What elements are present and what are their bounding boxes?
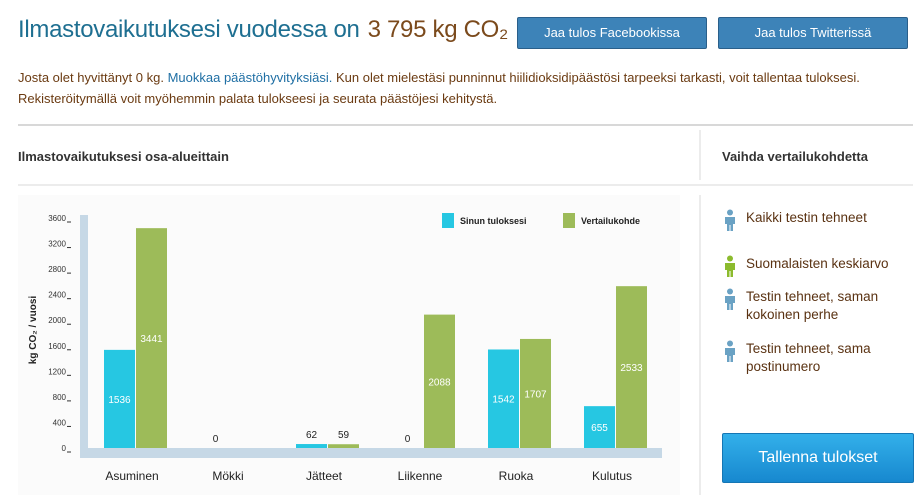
x-tick-label: Mökki [212,469,243,483]
y-tick-label: 400 [53,418,67,427]
comparison-label: Testin tehneet, sama postinumero [746,341,871,374]
y-tick-label: 800 [53,393,67,402]
y-tick-label: 1600 [48,342,66,351]
person-icon [725,288,735,310]
value-label: 62 [306,430,318,441]
intro: Josta olet hyvittänyt 0 kg. Muokkaa pääs… [18,67,898,109]
facebook-button[interactable]: Jaa tulos Facebookissa [517,17,707,49]
x-axis [80,448,662,458]
comparison-label: Testin tehneet, saman kokoinen perhe [746,289,879,322]
person-icon [725,340,735,362]
bar [488,349,519,448]
y-axis-label: kg CO₂ / vuosi [28,296,39,365]
value-label: 2088 [428,377,451,388]
y-tick-label: 2000 [48,316,66,325]
y-tick-label: 3200 [48,240,66,249]
comparison-option[interactable]: Suomalaisten keskiarvo [722,255,912,277]
bar [424,314,455,448]
y-tick-label: 2800 [48,265,66,274]
value-label: 655 [591,423,608,434]
comparison-option[interactable]: Kaikki testin tehneet [722,209,912,231]
value-label: 59 [338,430,350,441]
result: 3 795 kg CO₂ [367,16,509,43]
bar [328,444,359,448]
y-tick-label: 0 [62,444,67,453]
legend-swatch [563,213,575,228]
edit-link[interactable]: Muokkaa päästöhyvityksiäsi. [167,70,333,85]
bar [520,338,551,448]
title-text: Ilmastovaikutuksesi vuodessa on [18,16,360,43]
x-tick-label: Asuminen [105,469,158,483]
section-title: Ilmastovaikutuksesi osa-alueittain [18,149,229,164]
bar [296,444,327,448]
bar [584,406,615,448]
person-icon [725,255,735,277]
icon-head [727,288,733,295]
save-button[interactable]: Tallenna tulokset [722,433,914,483]
y-tick-label: 2400 [48,291,66,300]
comparison-label: Suomalaisten keskiarvo [746,256,889,271]
x-tick-label: Kulutus [592,469,632,483]
y-tick-label: 1200 [48,367,66,376]
y-tick-label: 3600 [48,214,66,223]
icon-head [727,340,733,347]
value-label: 1536 [108,395,131,406]
icon-body [725,296,735,310]
icon-body [725,263,735,277]
value-label: 0 [405,434,411,445]
icon-body [725,217,735,231]
legend-label: Sinun tuloksesi [460,216,527,226]
bar [616,286,647,448]
intro-text: Josta olet hyvittänyt 0 kg. [18,70,164,85]
value-label: 2533 [620,363,643,374]
x-tick-label: Ruoka [499,469,534,483]
intro-text: Kun olet mielestäsi punninnut hiilidioks… [18,70,860,106]
value-label: 3441 [140,334,163,345]
x-tick-label: Liikenne [398,469,443,483]
icon-body [725,348,735,362]
title: Ilmastovaikutuksesi vuodessa on 3 795 kg … [18,16,508,44]
legend-swatch [442,213,454,228]
comparison-option[interactable]: Testin tehneet, saman kokoinen perhe [722,288,912,324]
icon-head [727,209,733,216]
icon-head [727,255,733,262]
twitter-button[interactable]: Jaa tulos Twitterissä [718,17,908,49]
comparison-option[interactable]: Testin tehneet, sama postinumero [722,340,912,376]
comparison-label: Kaikki testin tehneet [746,210,867,225]
x-tick-label: Jätteet [306,469,343,483]
value-label: 0 [213,434,219,445]
bar [104,349,135,448]
bar [136,228,167,448]
section-title: Vaihda vertailukohdetta [722,149,868,164]
legend-label: Vertailukohde [581,216,640,226]
person-icon [725,209,735,231]
value-label: 1707 [524,389,547,400]
y-axis [80,215,88,458]
value-label: 1542 [492,395,515,406]
